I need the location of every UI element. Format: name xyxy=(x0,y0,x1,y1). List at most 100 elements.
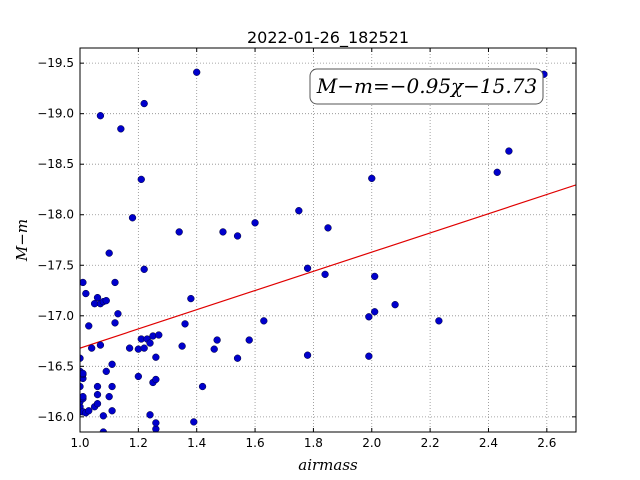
data-point xyxy=(108,360,116,368)
data-point xyxy=(93,390,102,399)
data-point xyxy=(102,296,110,305)
data-point xyxy=(175,228,183,236)
x-tick-label: 2.2 xyxy=(421,436,440,450)
x-tick-label: 1.4 xyxy=(187,436,206,450)
chart-title: 2022-01-26_182521 xyxy=(247,28,409,48)
data-point xyxy=(187,294,195,303)
data-point xyxy=(365,352,373,360)
data-point xyxy=(137,175,145,184)
y-axis-label: M−m xyxy=(13,219,31,262)
data-point xyxy=(80,392,87,401)
data-points xyxy=(80,68,548,432)
data-point xyxy=(146,411,154,419)
data-point xyxy=(96,112,105,120)
data-point xyxy=(152,353,160,361)
x-axis-label: airmass xyxy=(298,456,358,474)
data-point xyxy=(371,308,379,316)
data-point xyxy=(82,289,90,298)
data-point xyxy=(93,293,102,302)
data-point xyxy=(125,344,134,352)
data-point xyxy=(193,68,201,76)
data-point xyxy=(88,344,96,352)
fit-line xyxy=(80,184,576,349)
data-point xyxy=(260,317,268,325)
plot-frame xyxy=(79,47,577,433)
data-point xyxy=(105,392,113,401)
data-point xyxy=(303,351,312,359)
data-point xyxy=(134,372,143,381)
data-point xyxy=(198,382,207,391)
x-tick-label: 1.6 xyxy=(246,436,265,450)
data-point xyxy=(108,382,116,391)
y-tick-label: −16.0 xyxy=(37,410,74,424)
data-point xyxy=(391,301,399,309)
data-point xyxy=(219,228,227,236)
data-point xyxy=(152,425,160,432)
data-point xyxy=(96,341,105,349)
data-point xyxy=(435,317,443,325)
data-point xyxy=(99,428,107,432)
data-point xyxy=(146,339,154,347)
data-point xyxy=(493,168,501,176)
data-point xyxy=(93,382,102,391)
data-point xyxy=(93,400,102,408)
data-point xyxy=(178,342,186,350)
data-point xyxy=(80,354,84,362)
fit-line-layer xyxy=(80,184,576,349)
y-tick-label: −18.0 xyxy=(37,208,74,222)
data-point xyxy=(324,224,332,232)
data-point xyxy=(213,336,221,344)
equation-box: M−m=−0.95χ−15.73 xyxy=(309,68,544,105)
data-point xyxy=(85,322,93,330)
data-point xyxy=(152,375,160,384)
data-point xyxy=(155,331,163,339)
data-point xyxy=(85,407,93,415)
data-point xyxy=(181,320,189,328)
x-tick-label: 2.0 xyxy=(362,436,381,450)
data-point xyxy=(140,344,148,352)
data-point xyxy=(190,418,198,426)
data-point xyxy=(303,264,312,272)
data-point xyxy=(102,367,110,376)
y-tick-label: −19.5 xyxy=(37,56,74,70)
data-point xyxy=(251,219,259,227)
data-point xyxy=(114,310,122,318)
y-tick-label: −17.0 xyxy=(37,309,74,323)
data-point xyxy=(80,382,84,391)
data-point xyxy=(128,214,137,222)
x-tick-label: 2.4 xyxy=(479,436,498,450)
data-point xyxy=(233,354,242,362)
y-tick-label: −19.0 xyxy=(37,107,74,121)
x-tick-label: 1.8 xyxy=(304,436,323,450)
data-point xyxy=(80,278,87,287)
data-point xyxy=(117,125,125,133)
data-point xyxy=(152,419,160,427)
data-point xyxy=(111,319,119,327)
data-point xyxy=(140,265,148,273)
plot-area xyxy=(80,48,576,432)
data-point xyxy=(140,99,148,108)
data-point xyxy=(368,174,376,183)
data-point xyxy=(108,407,116,415)
data-point xyxy=(295,207,303,215)
data-point xyxy=(80,369,87,378)
data-point xyxy=(321,270,329,279)
x-tick-label: 1.0 xyxy=(70,436,89,450)
data-point xyxy=(210,345,218,353)
data-point xyxy=(365,313,373,321)
equation-box-frame xyxy=(309,68,544,105)
data-point xyxy=(233,232,242,240)
y-tick-label: −17.5 xyxy=(37,258,74,272)
x-tick-label: 2.6 xyxy=(537,436,556,450)
data-point xyxy=(111,278,119,287)
y-tick-label: −18.5 xyxy=(37,157,74,171)
data-point xyxy=(105,249,113,257)
data-point xyxy=(371,272,379,281)
data-point xyxy=(505,147,513,155)
axis-ticks: 1.0 1.2 1.4 1.6 1.8 2.0 2.2 2.4 2.6 −16.0 −16.5 −17… xyxy=(37,48,576,450)
equation-annotation: M−m=−0.95χ−15.73 xyxy=(316,74,537,98)
data-point xyxy=(99,412,107,420)
y-tick-label: −16.5 xyxy=(37,359,74,373)
data-point xyxy=(245,336,253,344)
